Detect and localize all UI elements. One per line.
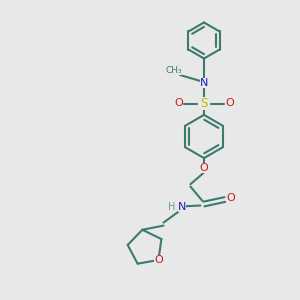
Text: N: N (178, 202, 186, 212)
Text: O: O (225, 98, 234, 109)
Text: O: O (200, 163, 208, 173)
Text: CH₃: CH₃ (166, 66, 182, 75)
Text: N: N (200, 78, 208, 88)
Text: O: O (174, 98, 183, 109)
Text: O: O (154, 255, 163, 265)
Text: O: O (226, 193, 235, 203)
Text: H: H (168, 202, 176, 212)
Text: S: S (200, 97, 208, 110)
